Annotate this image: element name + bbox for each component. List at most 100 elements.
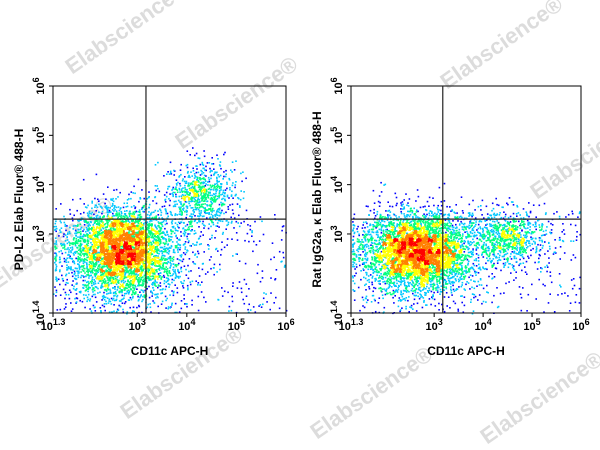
event-dot: [68, 297, 71, 300]
event-dot: [148, 232, 150, 234]
event-dot: [159, 250, 161, 253]
event-dot: [113, 295, 115, 297]
event-dot: [99, 234, 102, 236]
event-dot: [155, 226, 157, 228]
event-dot: [116, 224, 119, 226]
event-dot: [104, 247, 106, 249]
event-dot: [140, 237, 143, 239]
event-dot: [189, 182, 192, 185]
event-dot: [166, 267, 169, 270]
event-dot: [134, 266, 136, 268]
event-dot: [188, 200, 190, 203]
event-dot: [174, 227, 176, 230]
event-dot: [160, 257, 163, 260]
event-dot: [144, 221, 147, 224]
event-dot: [186, 166, 189, 169]
event-dot: [174, 188, 176, 190]
event-dot: [101, 271, 104, 273]
event-dot: [127, 279, 129, 281]
event-dot: [120, 290, 123, 293]
event-dot: [156, 236, 158, 238]
event-dot: [213, 198, 216, 200]
event-dot: [112, 230, 115, 233]
event-dot: [157, 305, 159, 308]
event-dot: [278, 250, 281, 253]
event-dot: [133, 268, 136, 271]
event-dot: [115, 213, 117, 215]
event-dot: [80, 276, 82, 279]
event-dot: [69, 257, 72, 260]
event-dot: [262, 297, 265, 300]
event-dot: [188, 193, 191, 195]
event-dot: [80, 251, 83, 254]
event-dot: [140, 294, 142, 296]
event-dot: [72, 287, 75, 290]
event-dot: [144, 237, 146, 239]
event-dot: [113, 310, 115, 313]
event-dot: [195, 184, 197, 186]
event-dot: [211, 234, 213, 237]
event-dot: [134, 284, 136, 287]
event-dot: [88, 277, 90, 279]
event-dot: [152, 200, 154, 202]
event-dot: [94, 263, 96, 266]
event-dot: [94, 235, 96, 237]
event-dot: [205, 192, 207, 194]
event-dot: [128, 290, 131, 292]
event-dot: [252, 306, 255, 308]
event-dot: [122, 247, 125, 250]
event-dot: [182, 244, 185, 246]
event-dot: [138, 304, 140, 307]
event-dot: [172, 188, 174, 190]
event-dot: [116, 294, 119, 297]
event-dot: [77, 255, 80, 258]
event-dot: [139, 267, 142, 269]
event-dot: [136, 221, 138, 223]
event-dot: [135, 220, 137, 223]
event-dot: [126, 267, 129, 269]
event-dot: [97, 234, 100, 236]
event-dot: [64, 234, 67, 236]
event-dot: [131, 262, 133, 265]
event-dot: [194, 187, 196, 190]
event-dot: [151, 234, 154, 237]
event-dot: [158, 190, 161, 193]
event-dot: [142, 238, 145, 241]
event-dot: [85, 286, 87, 288]
event-dot: [182, 232, 185, 235]
event-dot: [224, 175, 227, 178]
event-dot: [104, 240, 107, 243]
event-dot: [193, 173, 196, 175]
event-dot: [94, 258, 96, 260]
event-dot: [187, 228, 189, 231]
event-dot: [132, 270, 135, 272]
event-dot: [207, 244, 209, 246]
event-dot: [164, 249, 166, 251]
event-dot: [60, 244, 63, 247]
event-dot: [68, 241, 70, 243]
event-dot: [200, 203, 203, 206]
event-dot: [132, 290, 134, 292]
event-dot: [59, 270, 61, 273]
event-dot: [92, 256, 94, 259]
event-dot: [155, 269, 157, 272]
event-dot: [55, 254, 58, 256]
event-dot: [188, 192, 191, 194]
event-dot: [175, 274, 177, 277]
event-dot: [171, 302, 173, 305]
event-dot: [67, 247, 69, 249]
event-dot: [122, 266, 125, 269]
event-dot: [87, 225, 90, 227]
event-dot: [142, 231, 144, 233]
event-dot: [79, 258, 82, 261]
event-dot: [121, 217, 124, 220]
event-dot: [97, 261, 100, 263]
event-dot: [180, 300, 183, 302]
event-dot: [191, 199, 193, 201]
event-dot: [55, 278, 57, 281]
event-dot: [184, 229, 186, 231]
event-dot: [98, 275, 101, 278]
event-dot: [203, 197, 206, 199]
event-dot: [134, 269, 137, 272]
event-dot: [221, 295, 224, 297]
